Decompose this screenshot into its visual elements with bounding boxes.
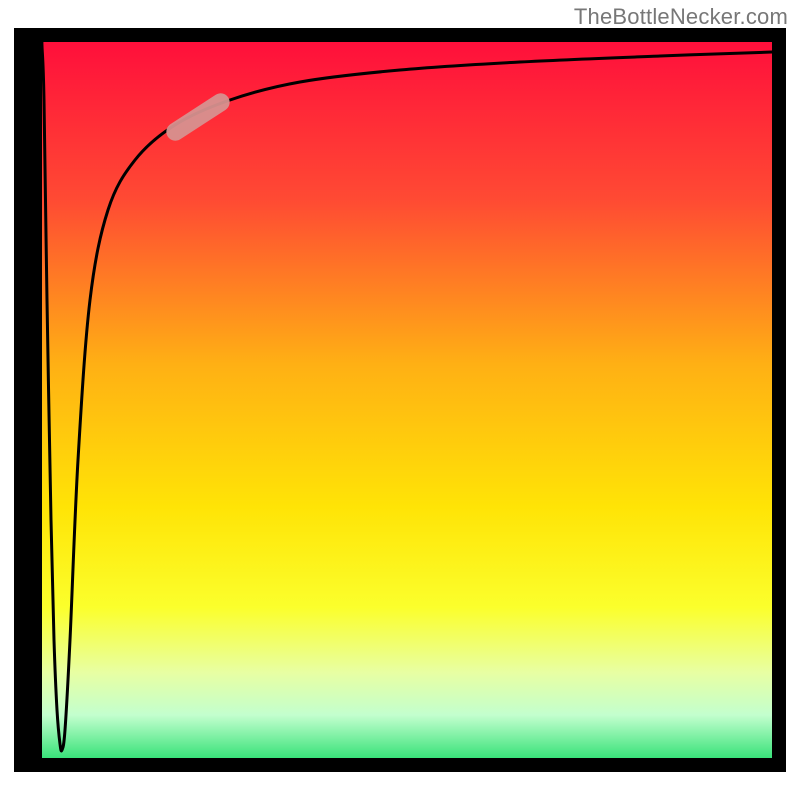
- bottleneck-curve: [0, 0, 800, 800]
- chart-stage: TheBottleNecker.com: [0, 0, 800, 800]
